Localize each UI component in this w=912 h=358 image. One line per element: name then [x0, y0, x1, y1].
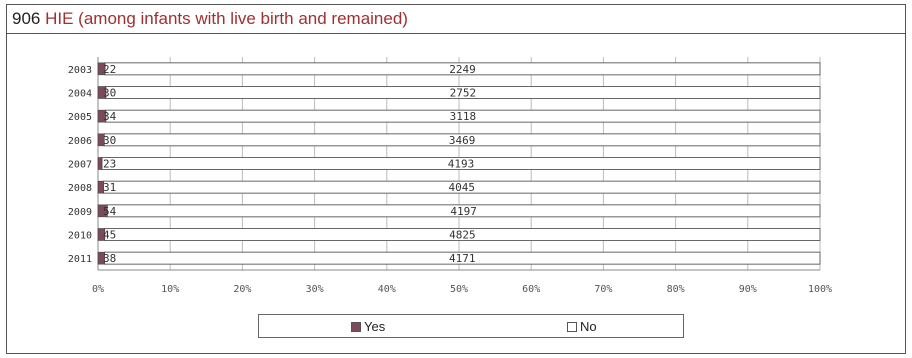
legend-swatch-no [567, 321, 577, 332]
x-tick-label: 40% [378, 284, 396, 295]
data-label-no: 4171 [449, 252, 476, 265]
bar-yes [97, 228, 105, 241]
y-tick-label: 2003 [68, 65, 92, 76]
bar-yes [97, 180, 104, 194]
data-label-yes: 30 [103, 87, 116, 100]
data-label-yes: 30 [103, 134, 116, 147]
data-label-yes: 54 [103, 205, 117, 218]
data-label-no: 4197 [450, 205, 477, 218]
x-tick-label: 100% [808, 284, 832, 295]
y-tick-label: 2005 [68, 112, 92, 123]
x-tick-label: 90% [739, 284, 757, 295]
x-tick-label: 20% [233, 284, 251, 295]
data-label-yes: 45 [103, 229, 116, 242]
data-label-yes: 38 [103, 252, 116, 265]
x-tick-label: 10% [161, 284, 179, 295]
x-tick-label: 60% [522, 284, 540, 295]
data-label-yes: 31 [103, 181, 116, 194]
bar-yes [97, 251, 105, 265]
data-label-no: 3469 [449, 134, 476, 147]
bar-yes [97, 204, 108, 218]
x-tick-label: 0% [92, 284, 104, 295]
bar-yes [97, 86, 107, 99]
y-tick-label: 2009 [68, 207, 92, 218]
data-label-no: 4825 [449, 229, 476, 242]
data-label-no: 3118 [450, 110, 477, 123]
y-tick-label: 2007 [68, 160, 92, 171]
y-tick-label: 2004 [68, 89, 92, 100]
data-label-no: 2752 [450, 87, 477, 100]
data-label-no: 4193 [448, 158, 475, 171]
chart-title-bar: 906 HIE (among infants with live birth a… [6, 4, 906, 34]
legend-label-yes: Yes [364, 319, 386, 334]
data-label-no: 2249 [449, 63, 476, 76]
data-label-yes: 34 [103, 110, 117, 123]
bar-yes [97, 62, 106, 76]
legend-item-no: No [567, 319, 597, 334]
y-tick-label: 2010 [68, 231, 92, 242]
x-tick-label: 50% [450, 284, 468, 295]
bar-yes [97, 157, 103, 170]
x-tick-label: 70% [594, 284, 612, 295]
legend-item-yes: Yes [351, 319, 385, 334]
y-tick-label: 2006 [68, 136, 92, 147]
data-label-yes: 22 [103, 63, 116, 76]
bar-yes [97, 133, 105, 147]
x-tick-label: 30% [306, 284, 324, 295]
legend-swatch-yes [351, 321, 361, 332]
data-label-yes: 23 [103, 158, 116, 171]
chart-legend: Yes No [258, 314, 684, 338]
x-tick-label: 80% [667, 284, 685, 295]
data-label-no: 4045 [448, 181, 475, 194]
legend-label-no: No [580, 319, 597, 334]
y-tick-label: 2011 [68, 254, 92, 265]
chart-number: 906 [12, 9, 41, 28]
chart-title: HIE (among infants with live birth and r… [45, 9, 408, 28]
y-tick-label: 2008 [68, 183, 92, 194]
bar-yes [97, 109, 107, 123]
